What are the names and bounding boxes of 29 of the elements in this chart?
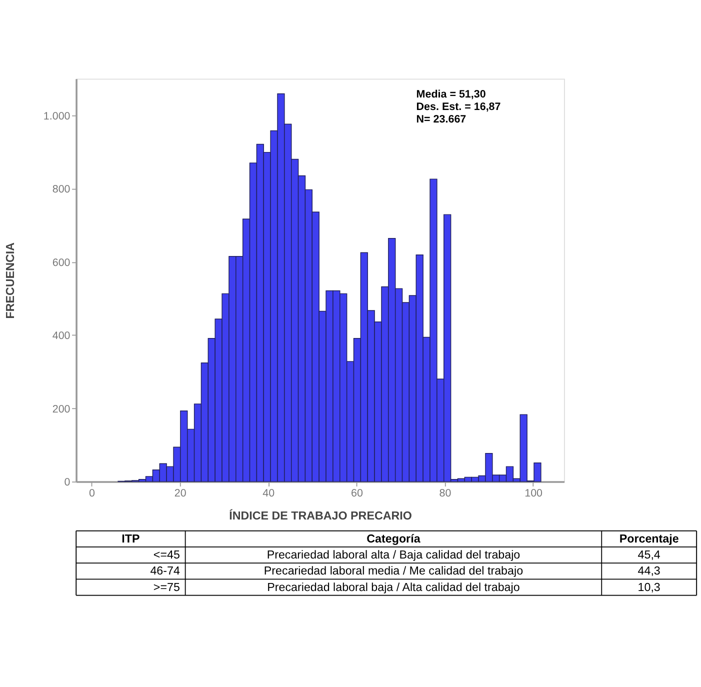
x-axis-title: ÍNDICE DE TRABAJO PRECARIO — [229, 508, 412, 523]
text: Precariedad laboral baja / Alta calidad del trabajo — [267, 580, 520, 594]
text: Precariedad laboral media / Me calidad del trabajo — [264, 564, 524, 578]
y-tick-label: 1.000 — [43, 110, 70, 122]
text: Precariedad laboral alta / Baja calidad del trabajo — [266, 548, 520, 562]
y-tick-label: 800 — [52, 184, 70, 196]
x-tick-label: 0 — [89, 487, 96, 500]
annotation: Des. Est. = 16,87 — [416, 101, 501, 114]
text: 44,3 — [638, 564, 660, 578]
y-tick-label: 400 — [52, 330, 70, 342]
x-tick-label: 80 — [439, 487, 452, 500]
x-tick-label: 100 — [524, 487, 543, 500]
text: >=75 — [153, 580, 180, 594]
text: ITP — [122, 532, 140, 546]
text: 45,4 — [638, 548, 661, 562]
y-tick-label: 600 — [52, 256, 70, 269]
y-tick-label: 0 — [64, 476, 70, 489]
annotation: N= 23.667 — [416, 114, 466, 126]
y-axis-title: FRECUENCIA — [4, 242, 17, 319]
text: <=45 — [153, 548, 180, 562]
x-tick-label: 20 — [174, 487, 186, 500]
text: 10,3 — [638, 580, 660, 594]
x-tick-label: 60 — [350, 487, 363, 500]
text: 46-74 — [150, 564, 180, 578]
text: Categoría — [366, 532, 421, 546]
text: Porcentaje — [619, 532, 680, 546]
x-tick-label: 40 — [262, 487, 275, 500]
annotation: Media = 51,30 — [416, 88, 486, 100]
y-tick-label: 200 — [52, 403, 70, 416]
